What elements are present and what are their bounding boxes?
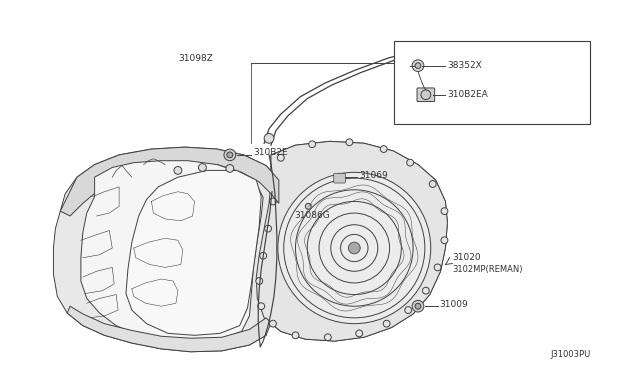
Circle shape (422, 287, 429, 294)
Text: 31098Z: 31098Z (178, 54, 212, 63)
Circle shape (277, 154, 284, 161)
Circle shape (269, 198, 276, 205)
Circle shape (441, 208, 448, 215)
Circle shape (336, 173, 344, 181)
Circle shape (346, 139, 353, 146)
FancyBboxPatch shape (333, 173, 346, 183)
Circle shape (256, 278, 262, 284)
Circle shape (412, 60, 424, 71)
Circle shape (198, 164, 206, 171)
Polygon shape (60, 147, 279, 216)
Circle shape (412, 300, 424, 312)
Polygon shape (67, 306, 271, 352)
Circle shape (227, 152, 233, 158)
Circle shape (260, 252, 267, 259)
Circle shape (421, 90, 431, 100)
Circle shape (224, 149, 236, 161)
Text: 31069: 31069 (359, 171, 388, 180)
Circle shape (292, 332, 299, 339)
Circle shape (404, 307, 412, 314)
Text: 310B2E: 310B2E (253, 148, 288, 157)
Polygon shape (256, 141, 447, 341)
Circle shape (258, 303, 264, 310)
Text: 31086G: 31086G (294, 212, 330, 221)
Circle shape (434, 264, 441, 271)
Circle shape (415, 63, 421, 68)
Circle shape (278, 172, 431, 324)
Circle shape (308, 141, 316, 148)
Bar (394, 41, 589, 124)
Circle shape (380, 146, 387, 153)
Circle shape (269, 320, 276, 327)
Circle shape (407, 159, 413, 166)
Text: 310B2EA: 310B2EA (447, 90, 488, 99)
Circle shape (348, 242, 360, 254)
Polygon shape (256, 141, 447, 341)
Text: 3102MP(REMAN): 3102MP(REMAN) (452, 265, 523, 274)
Circle shape (264, 225, 271, 232)
Polygon shape (126, 170, 261, 335)
Circle shape (226, 164, 234, 172)
Circle shape (324, 334, 332, 341)
Circle shape (429, 180, 436, 187)
Circle shape (383, 320, 390, 327)
Text: J31003PU: J31003PU (550, 350, 591, 359)
Polygon shape (54, 147, 279, 352)
Circle shape (305, 203, 311, 209)
Circle shape (441, 237, 448, 244)
Circle shape (356, 330, 363, 337)
Circle shape (264, 134, 274, 143)
FancyBboxPatch shape (417, 88, 435, 102)
Text: 38352X: 38352X (447, 61, 482, 70)
Text: 31020: 31020 (452, 253, 481, 262)
Polygon shape (81, 161, 263, 343)
Circle shape (415, 303, 421, 309)
Text: 31009: 31009 (440, 300, 468, 309)
Circle shape (174, 167, 182, 174)
